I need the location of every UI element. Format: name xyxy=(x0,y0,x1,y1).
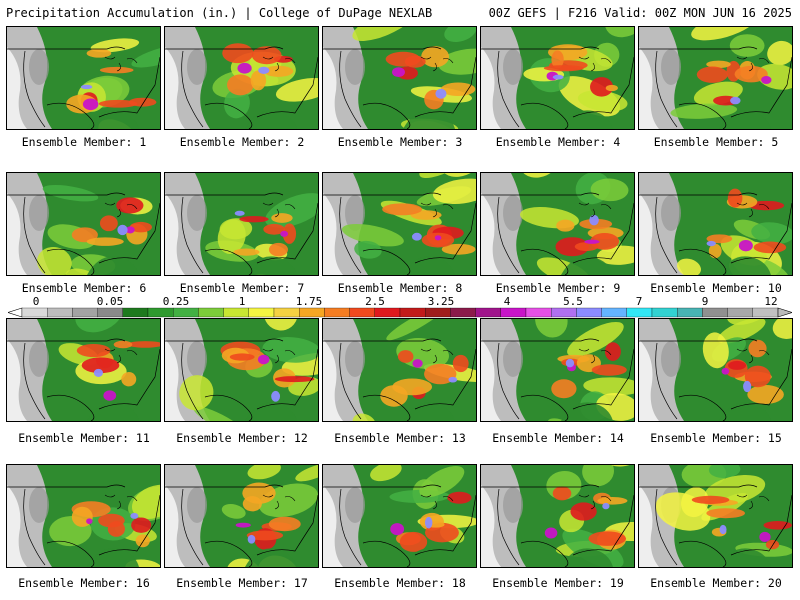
ensemble-member-map xyxy=(6,26,161,130)
colorbar-swatch xyxy=(752,307,779,318)
ensemble-member-label: Ensemble Member: 15 xyxy=(650,431,782,445)
colorbar-swatch xyxy=(651,307,678,318)
colorbar-swatch xyxy=(727,307,753,318)
ensemble-member-map xyxy=(480,464,635,568)
ensemble-member-map xyxy=(6,318,161,422)
colorbar-swatch xyxy=(248,307,275,318)
ensemble-member-label: Ensemble Member: 7 xyxy=(179,281,305,295)
ensemble-member-label: Ensemble Member: 17 xyxy=(176,576,308,590)
colorbar-swatch xyxy=(273,307,300,318)
ensemble-member-map xyxy=(480,318,635,422)
colorbar-swatch xyxy=(21,307,48,318)
colorbar-arrow-left xyxy=(8,307,23,318)
ensemble-member-label: Ensemble Member: 16 xyxy=(18,576,150,590)
colorbar-swatch xyxy=(500,307,527,318)
colorbar-swatch xyxy=(450,307,476,318)
colorbar-tick-label: 1.75 xyxy=(296,296,323,308)
colorbar-tick-label: 3.25 xyxy=(428,296,455,308)
colorbar-swatch xyxy=(299,307,325,318)
colorbar-swatch xyxy=(374,307,401,318)
ensemble-member-label: Ensemble Member: 10 xyxy=(650,281,782,295)
colorbar-swatch xyxy=(399,307,426,318)
colorbar-swatch xyxy=(525,307,552,318)
colorbar-swatch xyxy=(47,307,73,318)
ensemble-member-label: Ensemble Member: 18 xyxy=(334,576,466,590)
ensemble-member-label: Ensemble Member: 20 xyxy=(650,576,782,590)
ensemble-member-label: Ensemble Member: 11 xyxy=(18,431,150,445)
ensemble-member-label: Ensemble Member: 13 xyxy=(334,431,466,445)
ensemble-member-map xyxy=(6,464,161,568)
colorbar-swatch xyxy=(349,307,375,318)
colorbar-swatch xyxy=(97,307,123,318)
colorbar-tick-label: 0.05 xyxy=(97,296,124,308)
colorbar-tick-label: 2.5 xyxy=(365,296,385,308)
ensemble-member-label: Ensemble Member: 2 xyxy=(179,135,305,149)
colorbar-tick-label: 0 xyxy=(33,296,40,308)
colorbar-tick-label: 5.5 xyxy=(563,296,583,308)
ensemble-member-map xyxy=(164,26,319,130)
ensemble-member-label: Ensemble Member: 5 xyxy=(653,135,779,149)
map-title: Precipitation Accumulation (in.) | Colle… xyxy=(6,6,433,20)
ensemble-member-label: Ensemble Member: 14 xyxy=(492,431,624,445)
ensemble-member-label: Ensemble Member: 3 xyxy=(337,135,463,149)
colorbar-tick-label: 0.25 xyxy=(163,296,190,308)
colorbar-swatch xyxy=(147,307,174,318)
ensemble-member-map xyxy=(638,172,793,276)
colorbar-arrow-right xyxy=(777,307,792,318)
colorbar-tick-label: 1 xyxy=(239,296,246,308)
ensemble-member-map xyxy=(164,318,319,422)
ensemble-member-map xyxy=(322,318,477,422)
ensemble-member-label: Ensemble Member: 12 xyxy=(176,431,308,445)
ensemble-member-map xyxy=(480,172,635,276)
ensemble-member-map xyxy=(322,26,477,130)
ensemble-member-map xyxy=(638,464,793,568)
colorbar-swatch xyxy=(475,307,501,318)
colorbar-swatch xyxy=(72,307,98,318)
ensemble-member-label: Ensemble Member: 9 xyxy=(495,281,621,295)
ensemble-member-label: Ensemble Member: 4 xyxy=(495,135,621,149)
colorbar-tick-label: 7 xyxy=(636,296,643,308)
colorbar-swatch xyxy=(173,307,199,318)
ensemble-member-map xyxy=(638,318,793,422)
ensemble-member-map xyxy=(6,172,161,276)
model-valid-time: 00Z GEFS | F216 Valid: 00Z MON JUN 16 20… xyxy=(488,6,792,20)
ensemble-member-label: Ensemble Member: 1 xyxy=(21,135,147,149)
colorbar-tick-label: 12 xyxy=(764,296,777,308)
colorbar-swatch xyxy=(576,307,602,318)
ensemble-member-map xyxy=(322,172,477,276)
ensemble-member-label: Ensemble Member: 19 xyxy=(492,576,624,590)
colorbar-swatch xyxy=(122,307,149,318)
colorbar-swatch xyxy=(425,307,451,318)
ensemble-member-map xyxy=(164,172,319,276)
precip-colorbar: 0 0.05 0.25 1 1.75 2.5 3.25 4 5.5 7 9 12 xyxy=(8,296,792,318)
colorbar-swatch xyxy=(601,307,627,318)
colorbar-swatch xyxy=(677,307,703,318)
colorbar-swatch xyxy=(551,307,577,318)
colorbar-swatch xyxy=(198,307,224,318)
colorbar-swatch xyxy=(223,307,249,318)
colorbar-swatch xyxy=(626,307,653,318)
colorbar-swatch xyxy=(702,307,728,318)
colorbar-tick-label: 4 xyxy=(504,296,511,308)
ensemble-member-label: Ensemble Member: 6 xyxy=(21,281,147,295)
ensemble-member-map xyxy=(480,26,635,130)
ensemble-member-map xyxy=(638,26,793,130)
ensemble-member-label: Ensemble Member: 8 xyxy=(337,281,463,295)
ensemble-member-map xyxy=(322,464,477,568)
ensemble-member-map xyxy=(164,464,319,568)
colorbar-tick-label: 9 xyxy=(702,296,709,308)
colorbar-swatch xyxy=(324,307,350,318)
